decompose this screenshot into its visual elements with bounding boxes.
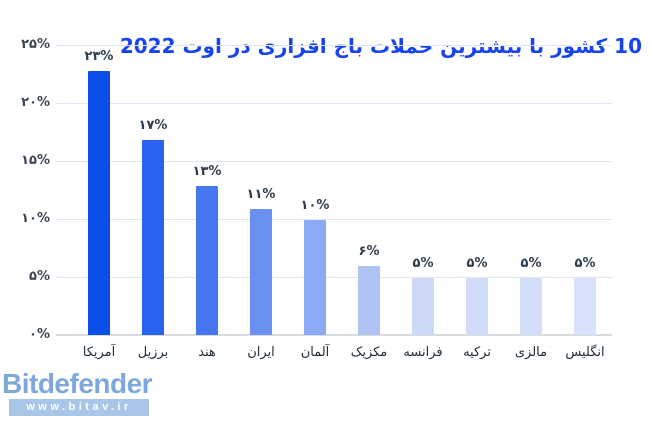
gridline-20	[56, 102, 612, 104]
category-label: انگلیس	[565, 345, 605, 360]
bar-value-label: ۱۷%	[138, 117, 168, 133]
bar-value-label: ۲۳%	[84, 48, 114, 64]
bar-value-label: ۱۳%	[192, 163, 222, 179]
category-label: هند	[198, 345, 216, 360]
gridline-10	[56, 218, 612, 220]
bar-value-label: ۱۱%	[246, 186, 276, 202]
y-tick-label-10: ۱۰%	[21, 211, 50, 226]
bar-mexico	[358, 266, 380, 335]
gridline-15	[56, 160, 612, 162]
bar-germany	[304, 220, 326, 335]
y-tick-label-25: ۲۵%	[21, 37, 50, 52]
bar-value-label: ۵%	[412, 255, 434, 271]
category-label: مالزی	[514, 345, 548, 360]
bitav-url-text: www.bitav.ir	[26, 401, 132, 413]
bar-brazil	[142, 139, 164, 335]
bar-malaysia	[520, 277, 542, 335]
x-axis-line	[56, 334, 612, 336]
category-label: آلمان	[300, 345, 330, 360]
bar-usa	[88, 70, 110, 335]
category-label: آمریکا	[82, 345, 116, 360]
bar-value-label: ۱۰%	[300, 198, 330, 213]
bar-value-label: ۵%	[574, 255, 596, 271]
bitdefender-logo: Bitdefender	[2, 368, 153, 399]
bar-value-label: ۵%	[520, 255, 542, 271]
bar-value-label: ۵%	[466, 255, 488, 271]
bar-turkey	[466, 277, 488, 335]
bitav-url-band: www.bitav.ir	[9, 399, 149, 416]
bar-india	[196, 185, 218, 335]
y-tick-label-15: ۱۵%	[21, 153, 50, 168]
category-label: برزیل	[137, 345, 169, 360]
y-tick-label-20: ۲۰%	[21, 95, 50, 110]
category-label: ایران	[247, 345, 275, 360]
bar-value-label: ۶%	[358, 244, 380, 259]
gridline-5	[56, 276, 612, 278]
bar-iran	[250, 208, 272, 335]
y-tick-label-0: ۰%	[29, 327, 50, 342]
category-label: ترکیه	[463, 345, 491, 360]
bar-france	[412, 277, 434, 335]
chart-title: 10 کشور با بیشترین حملات باج افزاری در ا…	[119, 34, 642, 58]
y-tick-label-5: ۵%	[29, 269, 50, 284]
gridline-25	[56, 44, 612, 46]
category-label: فرانسه	[403, 345, 443, 360]
bar-uk	[574, 277, 596, 335]
category-label: مکزیک	[350, 345, 388, 360]
